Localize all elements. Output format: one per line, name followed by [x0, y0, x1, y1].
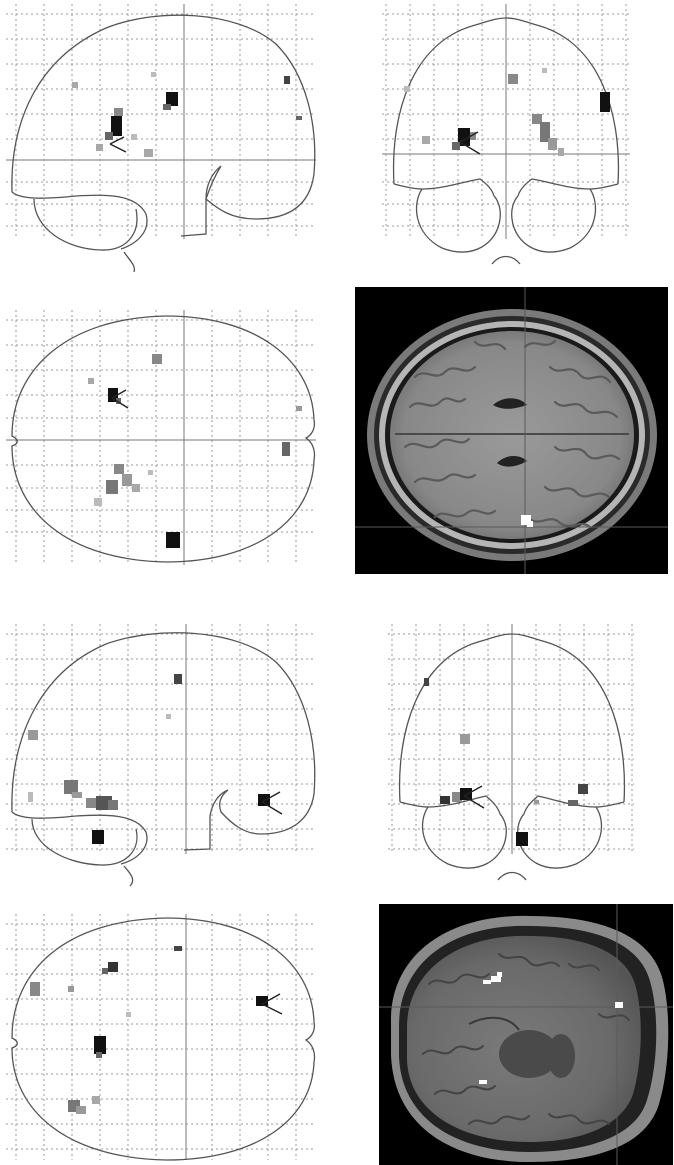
- glass-brain-coronal-bottom: [388, 624, 636, 882]
- grid: [6, 914, 316, 1160]
- grid: [388, 624, 634, 854]
- activation-blobs: [28, 674, 270, 844]
- brain-outline: [12, 316, 315, 562]
- grid: [6, 310, 316, 565]
- activation-blobs: [88, 354, 302, 548]
- mri-axial-slice-top: [355, 287, 668, 574]
- mri-axial-slice-bottom: [379, 904, 673, 1165]
- crosshair: [6, 310, 316, 565]
- glass-brain-coronal-top: [382, 4, 632, 268]
- midbrain: [499, 1030, 575, 1078]
- activation-blobs: [424, 678, 588, 846]
- glass-brain-sagittal-top: [6, 4, 322, 272]
- activation-blobs: [404, 68, 610, 156]
- grid: [6, 624, 316, 854]
- glass-brain-axial-bottom: [6, 914, 322, 1162]
- brain-outline: [12, 15, 315, 272]
- glass-brain-sagittal-bottom: [6, 624, 322, 888]
- glass-brain-axial-top: [6, 310, 322, 568]
- activation-blobs: [30, 946, 268, 1114]
